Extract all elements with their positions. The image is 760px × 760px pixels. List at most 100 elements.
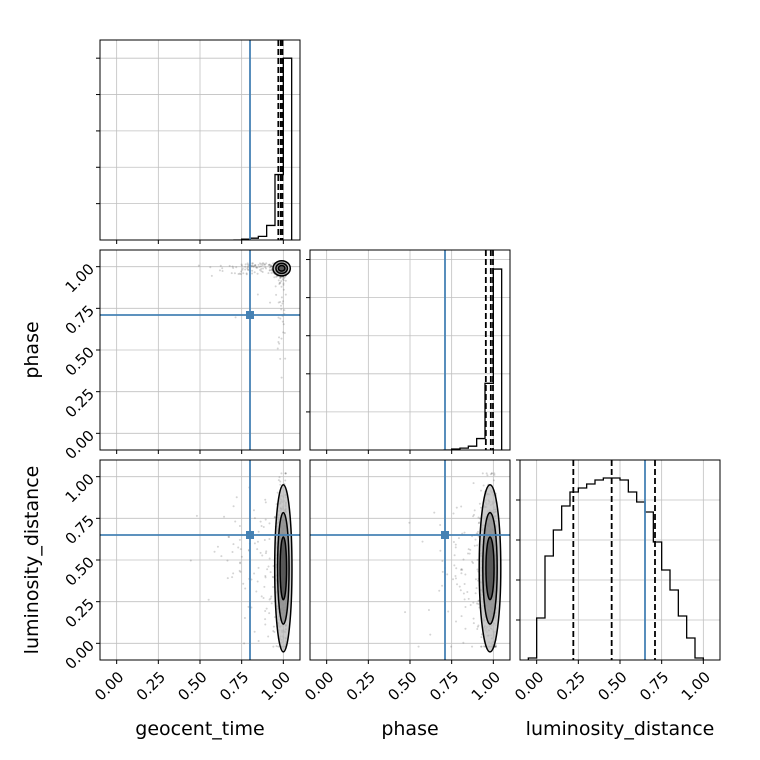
sample-point [262, 597, 265, 600]
sample-point [240, 270, 243, 273]
sample-point [270, 272, 273, 275]
sample-point [244, 263, 247, 266]
sample-point [260, 595, 263, 598]
sample-point [268, 557, 271, 560]
sample-point [477, 522, 480, 525]
sample-point [261, 262, 264, 265]
sample-point [251, 269, 254, 272]
sample-point [272, 262, 275, 265]
panel-geocent_time-phase: 0.00 0.25 0.50 0.75 1.00 phase [21, 249, 301, 463]
panel-luminosity_distance-hist: 0.00 0.25 0.50 0.75 1.00 luminosity_distance [511, 459, 721, 740]
sample-point [462, 558, 465, 561]
sample-point [279, 276, 282, 279]
sample-point [216, 545, 219, 548]
sample-point [277, 341, 280, 344]
sample-point [250, 265, 253, 268]
sample-point [259, 551, 262, 554]
sample-point [473, 544, 476, 547]
sample-point [242, 582, 245, 585]
sample-point [238, 569, 241, 572]
histogram-step [527, 477, 704, 660]
sample-point [268, 612, 271, 615]
sample-point [262, 267, 265, 270]
sample-point [454, 543, 457, 546]
sample-point [232, 267, 235, 270]
sample-point [453, 564, 456, 567]
x-tick-label: 0.50 [384, 668, 420, 704]
y-tick-label: 0.25 [62, 595, 98, 631]
sample-point [478, 521, 481, 524]
sample-point [279, 317, 282, 320]
sample-point [252, 265, 255, 268]
sample-point [255, 266, 258, 269]
sample-point [256, 293, 259, 296]
sample-point [284, 472, 287, 475]
sample-point [439, 549, 442, 552]
sample-point [478, 517, 481, 520]
sample-point [252, 265, 255, 268]
x-tick-label: 0.00 [511, 668, 547, 704]
sample-point [460, 568, 463, 571]
sample-point [270, 264, 273, 267]
sample-point [460, 572, 463, 575]
sample-point [251, 262, 254, 265]
sample-point [278, 336, 281, 339]
sample-point [489, 473, 492, 476]
density-contour [277, 264, 286, 272]
sample-point [446, 573, 449, 576]
sample-point [228, 535, 231, 538]
sample-point [474, 592, 477, 595]
sample-point [278, 476, 281, 479]
sample-point [478, 502, 481, 505]
sample-point [259, 268, 262, 271]
sample-point [256, 580, 259, 583]
sample-point [284, 472, 287, 475]
sample-point [433, 511, 436, 514]
sample-point [257, 640, 260, 643]
sample-point [279, 281, 282, 284]
sample-point [231, 265, 234, 268]
sample-point [480, 645, 483, 648]
sample-point [472, 515, 475, 518]
y-tick-label: 0.00 [62, 427, 98, 463]
sample-point [494, 645, 497, 648]
sample-point [241, 267, 244, 270]
y-tick-label: 0.25 [62, 385, 98, 421]
x-tick-label: 1.00 [258, 668, 294, 704]
y-tick-label: 0.75 [62, 512, 98, 548]
sample-point [278, 283, 281, 286]
sample-point [475, 587, 478, 590]
sample-point [253, 542, 256, 545]
sample-point [254, 264, 257, 267]
sample-point [261, 264, 264, 267]
sample-point [452, 540, 455, 543]
sample-point [279, 300, 282, 303]
sample-point [464, 573, 467, 576]
sample-point [477, 516, 480, 519]
x-tick-label: 0.25 [343, 668, 379, 704]
sample-point [474, 538, 477, 541]
sample-point [408, 521, 411, 524]
sample-point [427, 608, 430, 611]
sample-point [258, 265, 261, 268]
sample-point [264, 618, 267, 621]
sample-point [269, 597, 272, 600]
sample-point [269, 265, 272, 268]
sample-point [243, 616, 246, 619]
sample-point [480, 506, 483, 509]
sample-point [467, 548, 470, 551]
sample-point [262, 262, 265, 265]
sample-point [468, 552, 471, 555]
sample-point [239, 570, 242, 573]
sample-point [265, 262, 268, 265]
sample-point [257, 263, 260, 266]
sample-point [244, 587, 247, 590]
sample-point [250, 606, 253, 609]
sample-point [269, 301, 272, 304]
sample-point [494, 645, 497, 648]
sample-point [251, 264, 254, 267]
sample-point [476, 625, 479, 628]
sample-point [232, 572, 235, 575]
sample-point [257, 530, 260, 533]
x-tick-label: 0.75 [216, 668, 252, 704]
